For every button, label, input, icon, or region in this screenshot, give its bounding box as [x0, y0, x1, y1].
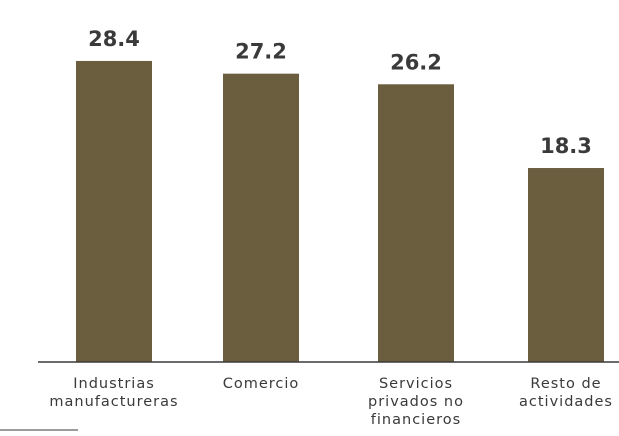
category-label-line: Resto de: [530, 376, 601, 392]
category-label-line: actividades: [519, 394, 613, 410]
category-label-1: Industrias manufactureras: [49, 376, 178, 410]
category-label-line: financieros: [371, 412, 461, 428]
bar-4: [528, 168, 604, 362]
category-label-line: privados no: [368, 394, 464, 410]
category-label-line: Industrias: [73, 376, 155, 392]
category-label-2: Comercio: [223, 376, 300, 392]
category-label-4: Resto de actividades: [519, 376, 613, 410]
category-label-line: manufactureras: [49, 394, 178, 410]
bar-1: [76, 60, 152, 363]
value-label-4: 18.3: [540, 134, 592, 158]
category-label-line: Comercio: [223, 376, 300, 392]
category-labels-layer: Industrias manufactureras Comercio Servicio…: [49, 376, 613, 428]
value-label-3: 26.2: [390, 50, 442, 74]
bar-3: [378, 84, 454, 362]
value-label-2: 27.2: [235, 40, 287, 64]
bars-layer: [76, 60, 604, 363]
category-label-3: Servicios privados no financieros: [368, 376, 464, 428]
category-label-line: Servicios: [379, 376, 453, 392]
value-label-1: 28.4: [88, 27, 140, 51]
value-labels-layer: 28.4 27.2 26.2 18.3: [88, 27, 592, 158]
bar-2: [223, 73, 299, 363]
